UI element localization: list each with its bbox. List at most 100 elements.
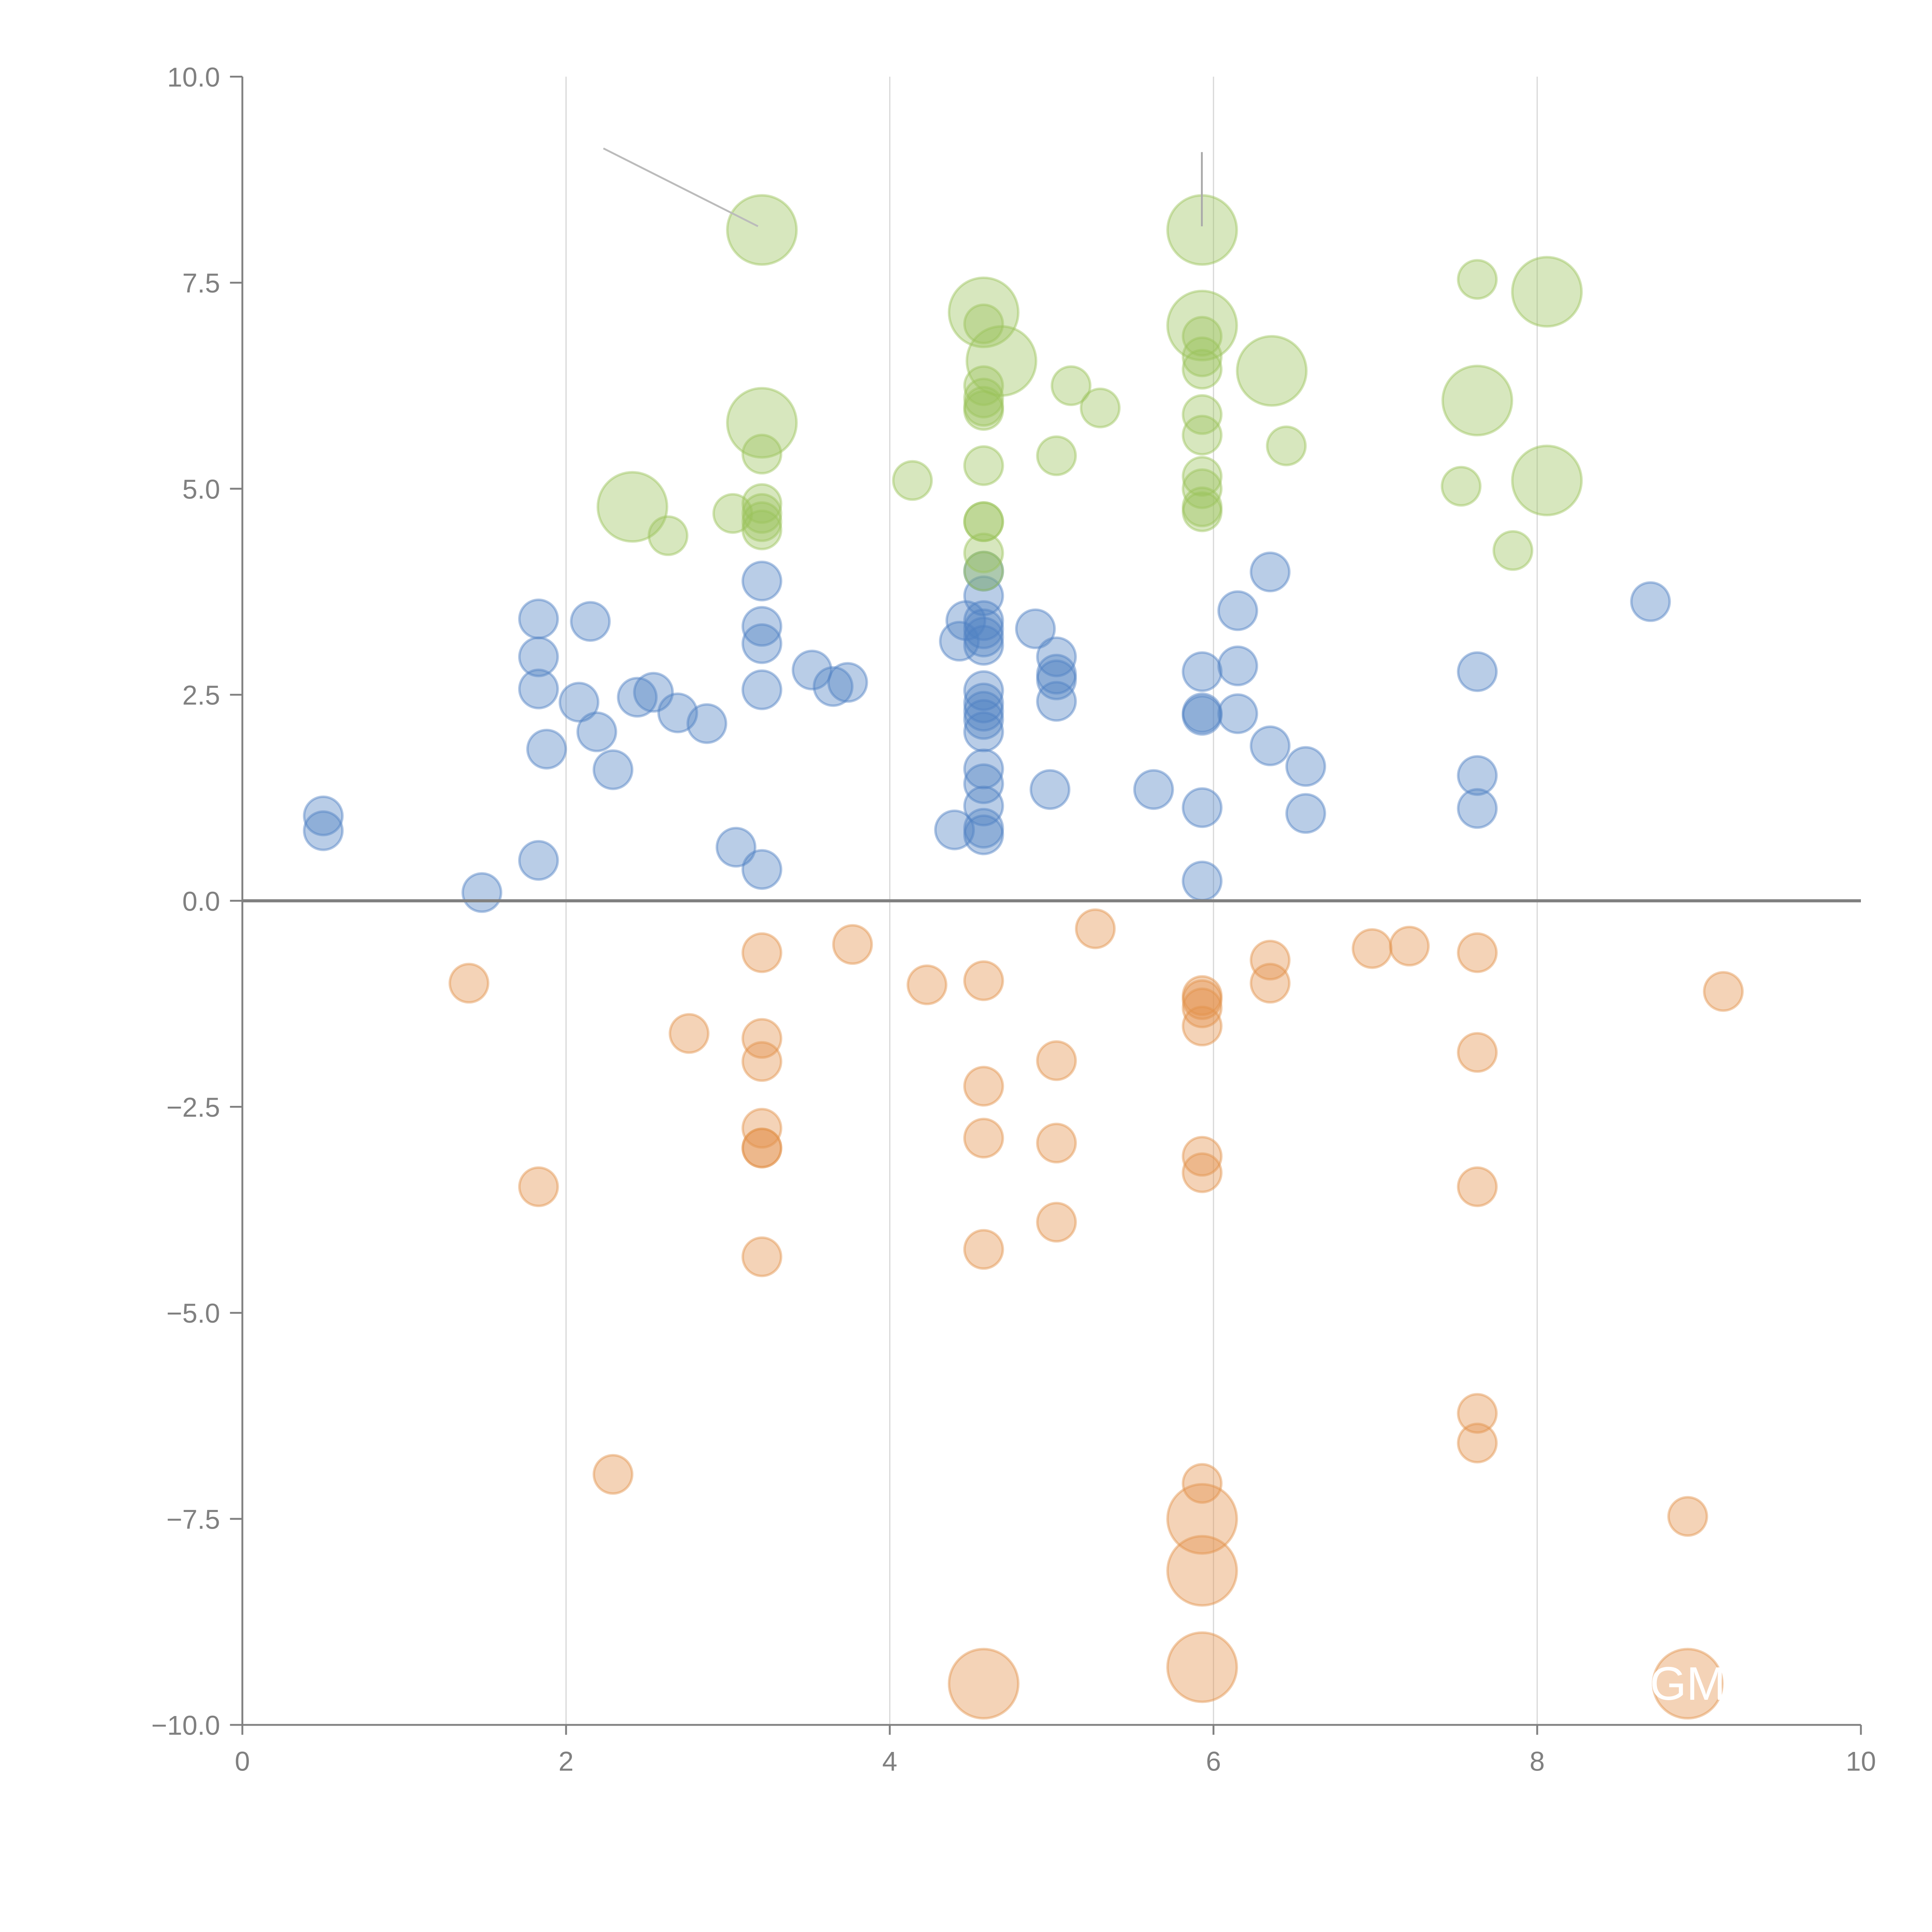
- data-point-high: [963, 390, 1004, 431]
- y-tick-label: −5.0: [167, 1298, 220, 1328]
- data-point-positive: [1133, 769, 1174, 810]
- data-point-positive: [742, 623, 782, 664]
- data-point-high: [742, 509, 782, 551]
- data-point-negative: [1182, 1152, 1223, 1193]
- data-point-negative: [742, 1236, 782, 1277]
- data-point-positive: [1217, 645, 1259, 687]
- data-point-high: [1492, 530, 1534, 571]
- y-tick-label: 5.0: [182, 474, 220, 504]
- data-point-negative: [1166, 1535, 1238, 1607]
- data-point-positive: [827, 662, 868, 703]
- data-point-high: [1511, 256, 1583, 328]
- data-point-high: [1441, 364, 1514, 437]
- x-tick-label: 0: [235, 1746, 250, 1776]
- data-point-high: [1266, 425, 1307, 466]
- data-point-positive: [617, 677, 658, 718]
- data-point-negative: [1036, 1122, 1077, 1164]
- data-point-positive: [963, 699, 1004, 740]
- y-tick-label: −2.5: [167, 1092, 220, 1122]
- data-point-negative: [1166, 1483, 1238, 1555]
- y-tick-label: 7.5: [182, 268, 220, 298]
- data-point-high: [1236, 335, 1308, 407]
- y-tick-label: 2.5: [182, 680, 220, 711]
- data-point-positive: [518, 668, 559, 709]
- data-point-high: [1182, 349, 1223, 390]
- data-point-positive: [963, 616, 1004, 658]
- data-point-positive: [1029, 769, 1071, 810]
- data-point-negative: [1182, 1005, 1223, 1047]
- x-tick-label: 10: [1846, 1746, 1876, 1776]
- data-point-negative: [518, 1166, 559, 1208]
- data-point-negative: [448, 963, 490, 1004]
- data-point-high: [963, 445, 1004, 486]
- data-point-high: [1182, 468, 1223, 509]
- data-points: [303, 194, 1744, 1720]
- leader-line: [603, 147, 759, 227]
- data-point-positive: [303, 795, 344, 837]
- data-point-positive: [813, 666, 854, 707]
- data-point-high: [1036, 435, 1077, 476]
- data-point-high: [742, 434, 782, 475]
- data-point-negative: [742, 932, 782, 973]
- data-point-negative: [832, 924, 873, 965]
- data-point-positive: [963, 600, 1004, 641]
- data-point-negative: [1166, 1631, 1238, 1703]
- data-point-high: [1080, 387, 1121, 429]
- data-point-positive: [963, 670, 1004, 711]
- data-point-negative: [1457, 1166, 1498, 1208]
- data-point-positive: [945, 600, 986, 641]
- data-point-positive: [1036, 659, 1077, 701]
- data-point-high: [1511, 444, 1583, 517]
- data-point-positive: [1182, 695, 1223, 736]
- data-point-positive: [1217, 693, 1259, 734]
- data-point-high: [1182, 394, 1223, 435]
- x-tick-label: 4: [882, 1746, 897, 1776]
- data-point-high: [963, 365, 1004, 406]
- data-point-negative: [1182, 1136, 1223, 1177]
- data-point-negative: [742, 1041, 782, 1082]
- data-point-high: [1182, 491, 1223, 532]
- data-point-high: [963, 532, 1004, 573]
- data-point-positive: [963, 551, 1004, 592]
- data-point-high: [726, 387, 798, 459]
- data-point-high: [712, 493, 753, 534]
- data-point-high: [963, 501, 1004, 542]
- data-point-positive: [963, 711, 1004, 752]
- data-point-high: [963, 378, 1004, 418]
- data-point-positive: [518, 840, 559, 881]
- data-point-negative: [1667, 1496, 1708, 1537]
- data-point-positive: [1182, 651, 1223, 692]
- data-point-positive: [742, 560, 782, 602]
- data-point-negative: [592, 1454, 634, 1495]
- data-point-positive: [1457, 788, 1498, 829]
- data-point-high: [963, 501, 1004, 542]
- data-point-high: [947, 276, 1020, 349]
- data-point-negative: [963, 960, 1004, 1001]
- data-point-high: [1182, 456, 1223, 497]
- data-point-positive: [1457, 755, 1498, 796]
- data-point-positive: [461, 872, 502, 913]
- y-tick-label: 0.0: [182, 886, 220, 917]
- data-point-positive: [963, 748, 1004, 789]
- data-point-negative: [1182, 975, 1223, 1016]
- data-point-positive: [1015, 608, 1056, 650]
- data-point-high: [742, 501, 782, 542]
- data-point-positive: [686, 703, 728, 744]
- data-point-high: [1457, 259, 1498, 300]
- data-point-high: [1182, 336, 1223, 378]
- data-point-positive: [963, 786, 1004, 827]
- data-point-negative: [906, 964, 947, 1005]
- data-point-negative: [1250, 963, 1291, 1004]
- data-point-negative: [1457, 1422, 1498, 1464]
- data-point-positive: [1036, 653, 1077, 695]
- data-point-high: [742, 483, 782, 524]
- data-point-positive: [963, 575, 1004, 616]
- data-point-positive: [742, 669, 782, 711]
- data-point-negative: [1182, 1463, 1223, 1504]
- data-point-negative: [668, 1013, 710, 1054]
- data-point-positive: [963, 690, 1004, 732]
- data-point-positive: [1217, 590, 1259, 631]
- data-point-positive: [715, 827, 757, 868]
- data-point-negative: [742, 1018, 782, 1059]
